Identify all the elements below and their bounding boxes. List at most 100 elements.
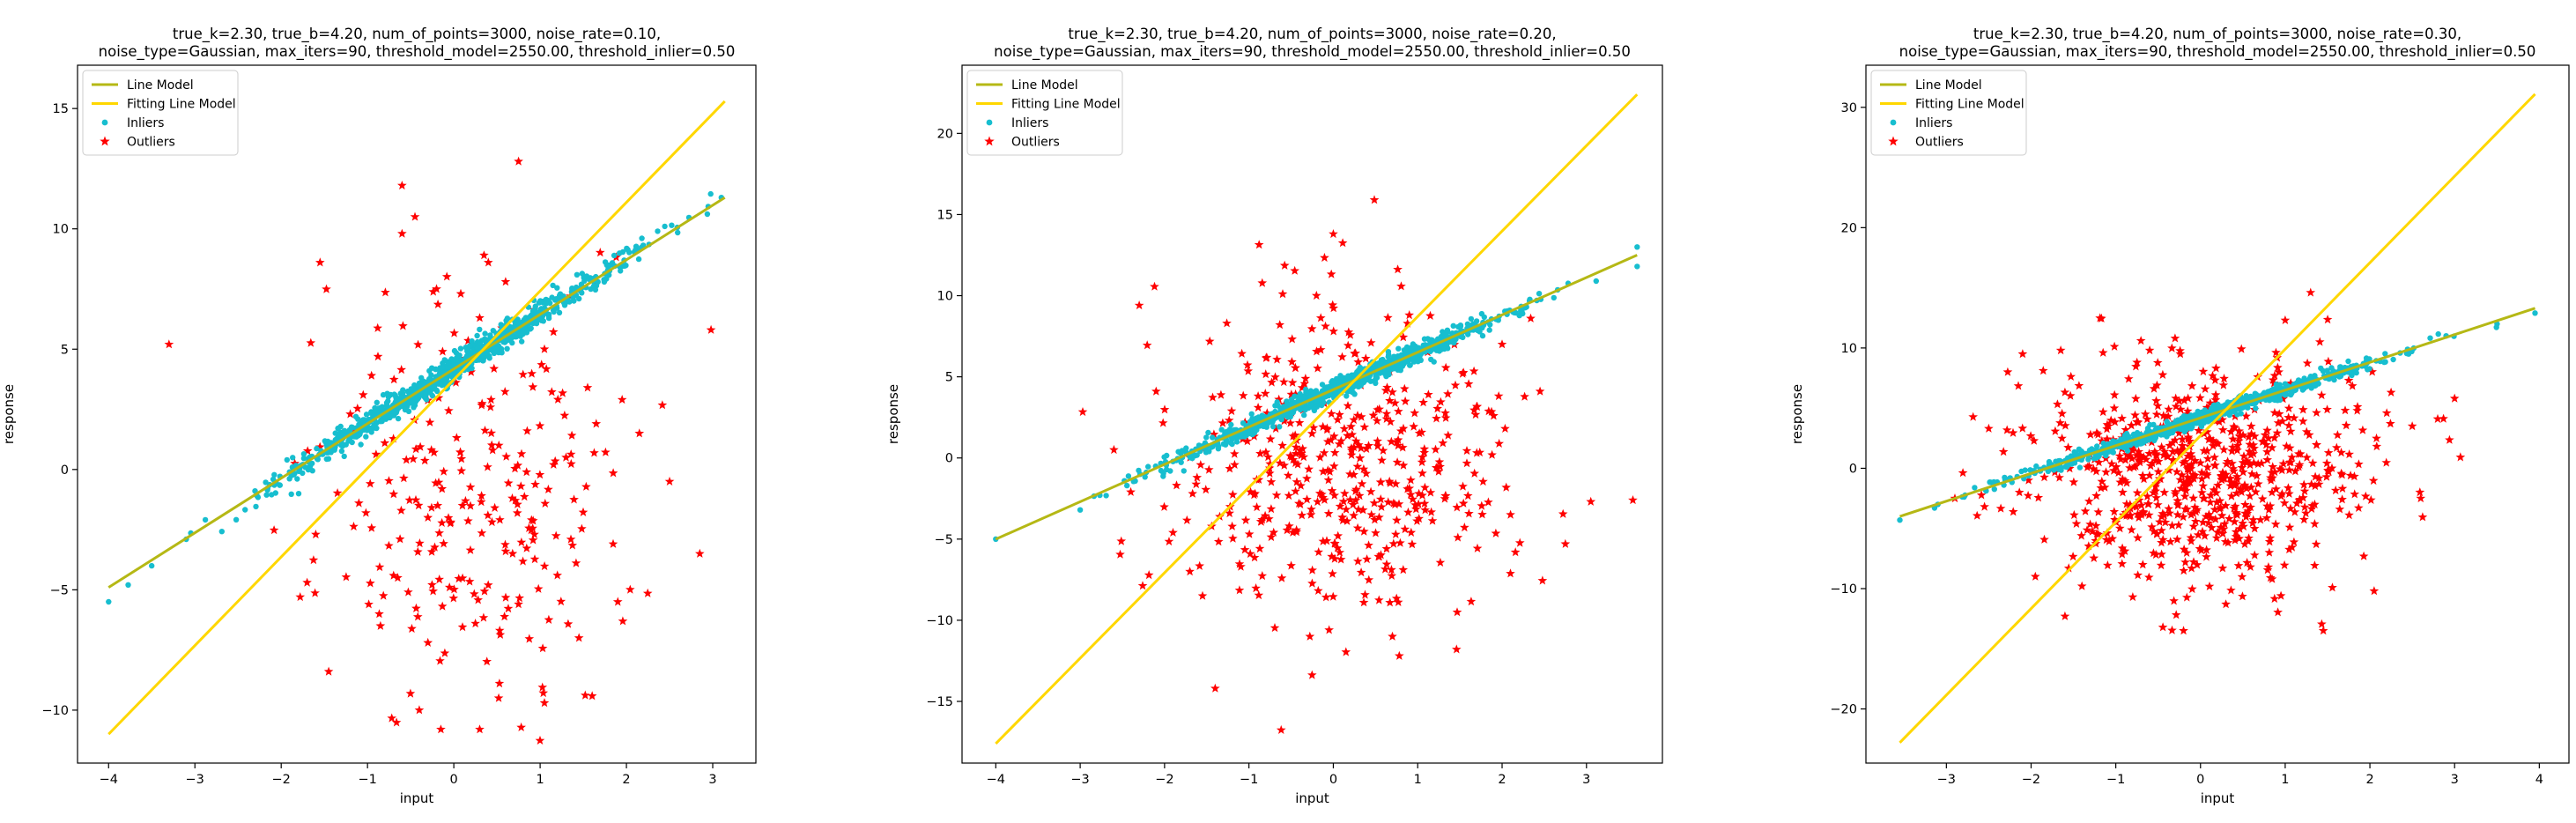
- outlier-point: [1126, 486, 1136, 496]
- outlier-point: [2144, 345, 2155, 355]
- outlier-point: [2310, 519, 2320, 529]
- outlier-point: [2299, 486, 2310, 495]
- outlier-point: [1255, 544, 1265, 553]
- inlier-point: [296, 468, 302, 474]
- outlier-point: [1406, 527, 1417, 537]
- outlier-point: [1287, 334, 1297, 344]
- inlier-point: [509, 339, 515, 346]
- x-tick-label: 3: [1582, 773, 1590, 787]
- outlier-point: [2163, 412, 2173, 421]
- outlier-point: [2167, 343, 2177, 352]
- outlier-point: [1435, 462, 1445, 471]
- outlier-point: [1257, 278, 1268, 287]
- outlier-point: [2367, 367, 2377, 376]
- outlier-point: [2358, 425, 2368, 434]
- outlier-point: [1361, 443, 1372, 453]
- outlier-point: [1397, 442, 1408, 452]
- outlier-point: [401, 455, 411, 464]
- outlier-point: [2193, 530, 2203, 539]
- outlier-point: [1417, 427, 1426, 437]
- inlier-point: [411, 382, 418, 389]
- outlier-point: [2097, 476, 2107, 486]
- inlier-point: [619, 248, 626, 256]
- outlier-point: [1291, 362, 1300, 372]
- outlier-point: [2284, 442, 2295, 452]
- outlier-point: [2191, 516, 2201, 526]
- outlier-point: [516, 537, 527, 546]
- inlier-point: [2312, 373, 2318, 379]
- inlier-point: [464, 348, 470, 354]
- outlier-point: [2196, 467, 2207, 477]
- outlier-point: [1393, 434, 1403, 444]
- inlier-point: [1124, 482, 1130, 489]
- outlier-point: [2156, 560, 2166, 570]
- outlier-point: [463, 515, 473, 525]
- outlier-point: [2173, 509, 2183, 519]
- outlier-point: [1164, 537, 1174, 546]
- outlier-point: [2082, 525, 2092, 535]
- outlier-point: [518, 556, 528, 566]
- outlier-point: [349, 522, 359, 531]
- outlier-point: [1369, 195, 1380, 204]
- outlier-point: [2033, 493, 2044, 502]
- outlier-point: [1400, 383, 1410, 393]
- outlier-point: [1307, 670, 1317, 679]
- outlier-point: [1329, 303, 1338, 313]
- outlier-point: [2117, 549, 2128, 559]
- outlier-point: [2144, 449, 2154, 458]
- outlier-point: [493, 440, 504, 449]
- outlier-point: [2151, 396, 2161, 405]
- inlier-point: [1220, 441, 1227, 447]
- outlier-point: [2274, 367, 2284, 376]
- outlier-point: [1377, 455, 1387, 464]
- outlier-point: [2155, 516, 2165, 526]
- outlier-point: [434, 528, 444, 538]
- outlier-point: [612, 597, 623, 606]
- outlier-point: [1159, 501, 1169, 511]
- outlier-point: [2103, 421, 2113, 431]
- outlier-point: [1376, 501, 1387, 511]
- fitting-line-model: [1899, 93, 2536, 744]
- outlier-point: [2301, 426, 2312, 436]
- outlier-point: [2054, 472, 2064, 482]
- inlier-point: [569, 286, 575, 293]
- outlier-point: [2234, 431, 2245, 441]
- inlier-point: [2092, 455, 2099, 461]
- outlier-point: [566, 534, 576, 544]
- inlier-point: [618, 268, 624, 274]
- inlier-point: [1215, 446, 1222, 452]
- inlier-point: [552, 297, 559, 303]
- outlier-point: [2225, 480, 2236, 490]
- outlier-point: [2125, 500, 2136, 509]
- outlier-point: [1299, 379, 1310, 389]
- outlier-point: [2197, 526, 2208, 536]
- outlier-point: [1413, 499, 1424, 508]
- outlier-point: [1381, 544, 1392, 553]
- outlier-point: [2260, 430, 2270, 440]
- outlier-point: [2128, 592, 2138, 602]
- outlier-point: [1294, 418, 1305, 427]
- outlier-point: [2310, 471, 2321, 481]
- outlier-point: [2228, 463, 2239, 473]
- outlier-point: [2138, 560, 2148, 569]
- inlier-point: [550, 282, 556, 289]
- outlier-point: [2247, 428, 2256, 439]
- outlier-point: [1318, 421, 1328, 431]
- inlier-point: [1373, 380, 1379, 387]
- outlier-point: [2277, 465, 2287, 475]
- outlier-point: [1371, 528, 1381, 538]
- outlier-point: [2195, 457, 2205, 467]
- outlier-point: [2132, 357, 2142, 367]
- outlier-point: [358, 389, 368, 399]
- outlier-point: [2136, 336, 2146, 345]
- outlier-point: [1339, 424, 1350, 434]
- outlier-point: [2217, 475, 2227, 485]
- x-tick-label: −1: [1240, 773, 1258, 787]
- inlier-point: [1160, 473, 1166, 479]
- outlier-point: [552, 394, 563, 404]
- outlier-point: [2231, 527, 2241, 537]
- outlier-point: [1391, 593, 1402, 603]
- outlier-point: [1412, 515, 1422, 525]
- outlier-point: [1286, 389, 1297, 399]
- inlier-point: [322, 438, 328, 444]
